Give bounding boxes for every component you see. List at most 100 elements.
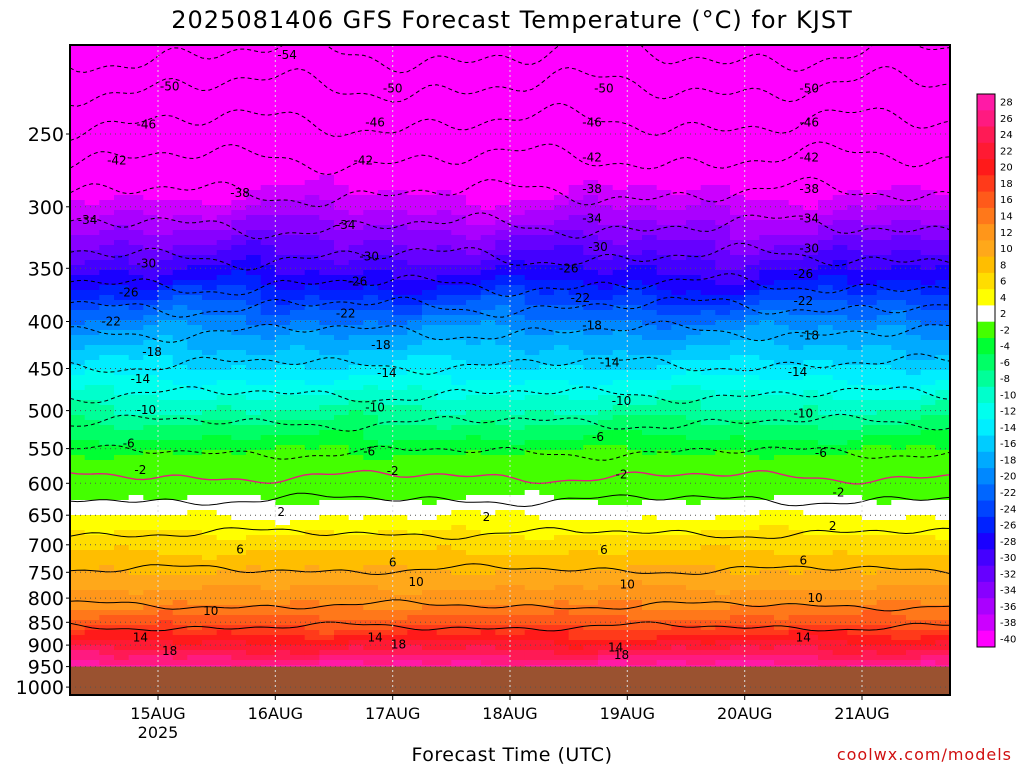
temperature-cell <box>348 135 365 141</box>
temperature-cell <box>70 100 86 106</box>
temperature-cell <box>554 50 570 56</box>
temperature-cell <box>172 95 189 101</box>
temperature-cell <box>935 215 950 221</box>
temperature-cell <box>935 365 950 371</box>
temperature-cell <box>70 450 86 456</box>
temperature-cell <box>744 90 761 96</box>
temperature-cell <box>128 455 145 461</box>
temperature-cell <box>906 245 922 251</box>
temperature-cell <box>510 285 526 291</box>
temperature-cell <box>554 70 570 76</box>
temperature-cell <box>84 365 101 371</box>
temperature-cell <box>524 380 541 386</box>
temperature-cell <box>378 405 394 411</box>
temperature-cell <box>363 50 379 56</box>
temperature-cell <box>334 60 350 66</box>
temperature-cell <box>920 210 937 216</box>
temperature-cell <box>891 375 907 381</box>
temperature-cell <box>495 50 511 56</box>
temperature-cell <box>730 290 746 296</box>
temperature-cell <box>759 295 775 301</box>
temperature-cell <box>114 305 130 311</box>
temperature-cell <box>715 365 731 371</box>
temperature-cell <box>231 75 247 81</box>
temperature-cell <box>700 410 717 416</box>
temperature-cell <box>158 45 174 51</box>
temperature-cell <box>539 385 555 391</box>
temperature-cell <box>891 315 907 321</box>
temperature-cell <box>700 95 717 101</box>
temperature-cell <box>436 390 453 396</box>
temperature-cell <box>891 95 907 101</box>
temperature-cell <box>686 200 702 206</box>
temperature-cell <box>436 310 453 316</box>
temperature-cell <box>187 370 203 376</box>
temperature-cell <box>598 95 614 101</box>
temperature-cell <box>158 315 174 321</box>
temperature-cell <box>319 60 335 66</box>
temperature-cell <box>407 105 423 111</box>
temperature-cell <box>290 325 306 331</box>
temperature-cell <box>128 175 145 181</box>
temperature-cell <box>392 60 409 66</box>
temperature-cell <box>480 225 497 231</box>
temperature-cell <box>392 210 409 216</box>
temperature-cell <box>216 425 233 431</box>
temperature-cell <box>759 350 775 356</box>
temperature-cell <box>818 315 834 321</box>
temperature-cell <box>422 150 438 156</box>
temperature-cell <box>84 195 101 201</box>
temperature-cell <box>348 230 365 236</box>
temperature-cell <box>891 220 907 226</box>
temperature-cell <box>891 440 907 446</box>
temperature-cell <box>862 45 878 51</box>
temperature-cell <box>774 200 790 206</box>
temperature-cell <box>495 110 511 116</box>
temperature-cell <box>510 70 526 76</box>
temperature-cell <box>319 100 335 106</box>
temperature-cell <box>612 140 629 146</box>
temperature-cell <box>172 110 189 116</box>
temperature-cell <box>378 425 394 431</box>
temperature-cell <box>158 200 174 206</box>
temperature-cell <box>788 85 805 91</box>
temperature-cell <box>774 405 790 411</box>
temperature-cell <box>700 140 717 146</box>
temperature-cell <box>480 185 497 191</box>
temperature-cell <box>612 420 629 426</box>
temperature-cell <box>700 245 717 251</box>
temperature-cell <box>935 195 950 201</box>
temperature-cell <box>759 375 775 381</box>
temperature-cell <box>935 395 950 401</box>
temperature-cell <box>524 275 541 281</box>
temperature-cell <box>319 230 335 236</box>
temperature-cell <box>832 295 849 301</box>
temperature-cell <box>187 155 203 161</box>
temperature-cell <box>172 390 189 396</box>
temperature-cell <box>832 165 849 171</box>
temperature-cell <box>642 140 658 146</box>
temperature-cell <box>260 160 277 166</box>
temperature-cell <box>642 360 658 366</box>
temperature-cell <box>554 80 570 86</box>
temperature-cell <box>583 335 599 341</box>
temperature-cell <box>568 180 585 186</box>
temperature-cell <box>686 75 702 81</box>
temperature-cell <box>158 95 174 101</box>
temperature-cell <box>642 240 658 246</box>
temperature-cell <box>832 180 849 186</box>
temperature-cell <box>466 235 482 241</box>
temperature-cell <box>290 435 306 441</box>
temperature-cell <box>495 430 511 436</box>
temperature-cell <box>920 65 937 71</box>
temperature-cell <box>378 275 394 281</box>
temperature-cell <box>334 225 350 231</box>
temperature-cell <box>627 160 643 166</box>
temperature-cell <box>172 440 189 446</box>
temperature-cell <box>451 185 467 191</box>
temperature-cell <box>920 220 937 226</box>
temperature-cell <box>158 435 174 441</box>
temperature-cell <box>920 350 937 356</box>
temperature-cell <box>260 165 277 171</box>
temperature-cell <box>686 445 702 451</box>
